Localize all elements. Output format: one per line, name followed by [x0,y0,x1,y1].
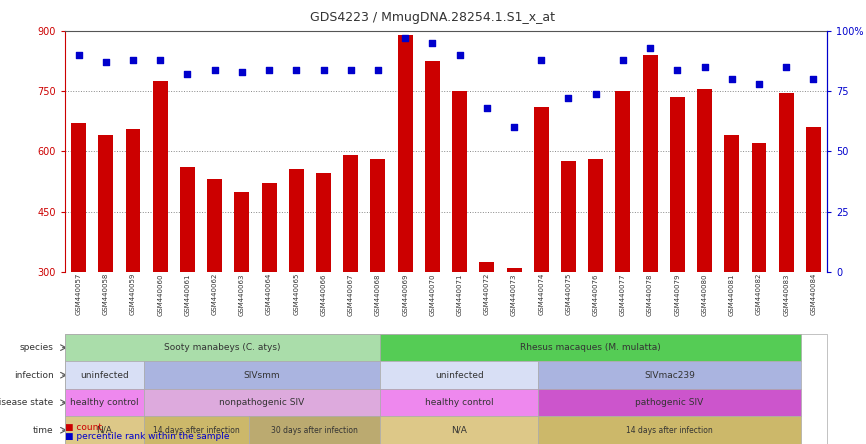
Bar [371,159,385,272]
Text: disease state: disease state [0,398,54,407]
Point [453,52,467,59]
Point [752,80,766,87]
Point [616,56,630,63]
Bar [235,191,249,272]
Point [235,68,249,75]
Bar [425,61,440,272]
Bar [806,127,821,272]
Bar [316,174,331,272]
Text: N/A: N/A [96,426,113,435]
Point [153,56,167,63]
Text: infection: infection [14,371,54,380]
Point [561,95,575,102]
Text: N/A: N/A [451,426,467,435]
Text: healthy control: healthy control [425,398,494,407]
Bar [669,97,685,272]
Point [126,56,140,63]
Text: 14 days after infection: 14 days after infection [153,426,240,435]
Text: pathogenic SIV: pathogenic SIV [636,398,703,407]
Bar [533,107,549,272]
Text: time: time [33,426,54,435]
Text: ■ count: ■ count [65,424,102,432]
Text: Sooty manabeys (C. atys): Sooty manabeys (C. atys) [165,343,281,352]
Bar [126,129,140,272]
Text: SIVsmm: SIVsmm [243,371,281,380]
Point [589,90,603,97]
Point [289,66,303,73]
Bar [724,135,740,272]
Bar [207,179,222,272]
Bar [616,91,630,272]
Bar [697,89,712,272]
Bar [397,35,412,272]
Text: uninfected: uninfected [80,371,129,380]
Point [208,66,222,73]
Point [398,35,412,42]
Point [670,66,684,73]
Bar [588,159,603,272]
Bar [98,135,113,272]
Bar [561,162,576,272]
Text: species: species [20,343,54,352]
Text: uninfected: uninfected [435,371,483,380]
Bar [288,170,304,272]
Bar [452,91,467,272]
Point [317,66,331,73]
Bar [643,55,657,272]
Text: GDS4223 / MmugDNA.28254.1.S1_x_at: GDS4223 / MmugDNA.28254.1.S1_x_at [311,11,555,24]
Bar [152,81,168,272]
Point [534,56,548,63]
Point [180,71,194,78]
Text: healthy control: healthy control [70,398,139,407]
Bar [779,93,793,272]
Point [72,52,86,59]
Text: ■ percentile rank within the sample: ■ percentile rank within the sample [65,432,229,441]
Text: nonpathogenic SIV: nonpathogenic SIV [219,398,305,407]
Point [344,66,358,73]
Point [643,44,657,52]
Bar [71,123,86,272]
Point [806,75,820,83]
Bar [343,155,359,272]
Point [480,104,494,111]
Bar [479,262,494,272]
Bar [180,167,195,272]
Text: 14 days after infection: 14 days after infection [626,426,713,435]
Point [425,40,439,47]
Point [99,59,113,66]
Bar [507,268,521,272]
Text: 30 days after infection: 30 days after infection [271,426,358,435]
Point [698,63,712,71]
Bar [262,183,276,272]
Bar [752,143,766,272]
Point [725,75,739,83]
Text: Rhesus macaques (M. mulatta): Rhesus macaques (M. mulatta) [520,343,661,352]
Point [262,66,276,73]
Point [507,124,521,131]
Point [371,66,385,73]
Text: SIVmac239: SIVmac239 [644,371,695,380]
Point [779,63,793,71]
